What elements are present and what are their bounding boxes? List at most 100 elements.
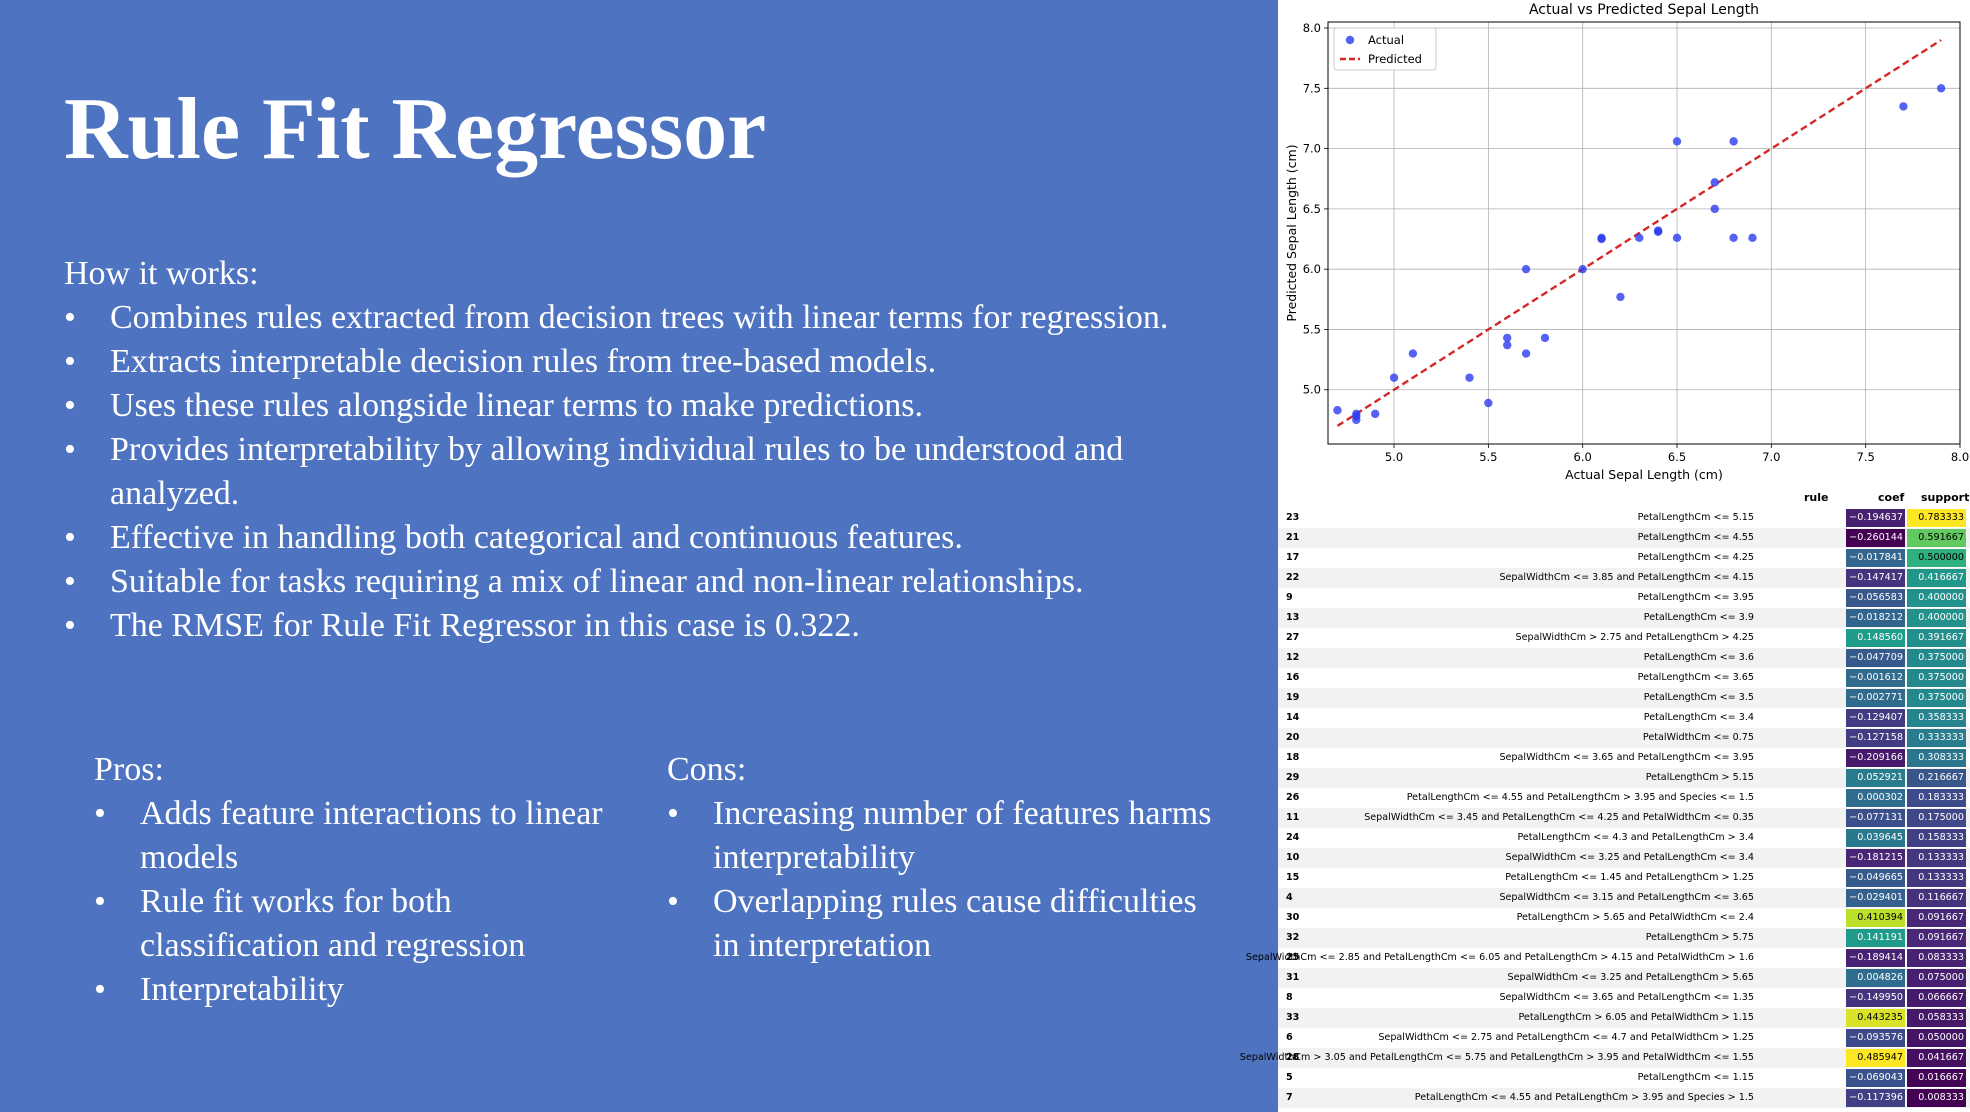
row-index: 31 <box>1286 972 1300 983</box>
coef-cell: −0.017841 <box>1846 549 1905 567</box>
table-row: 9 PetalLengthCm <= 3.95 −0.056583 0.400000 <box>1278 588 1970 608</box>
row-index: 29 <box>1286 772 1300 783</box>
row-index: 22 <box>1286 572 1300 583</box>
list-item: • Rule fit works for both classification … <box>94 880 614 968</box>
coef-cell: −0.077131 <box>1846 809 1905 827</box>
rule-cell: PetalLengthCm <= 1.15 <box>1637 1072 1754 1083</box>
table-row: 20 PetalWidthCm <= 0.75 −0.127158 0.333333 <box>1278 728 1970 748</box>
coef-cell: −0.047709 <box>1846 649 1905 667</box>
y-tick-label: 6.5 <box>1303 202 1321 216</box>
row-index: 4 <box>1286 892 1293 903</box>
rule-cell: PetalLengthCm > 6.05 and PetalWidthCm > … <box>1518 1012 1754 1023</box>
row-index: 12 <box>1286 652 1300 663</box>
bullet-icon: • <box>64 343 76 380</box>
list-item-text: Overlapping rules cause difficulties in … <box>713 883 1197 964</box>
data-point <box>1936 84 1946 93</box>
support-cell: 0.400000 <box>1907 609 1966 627</box>
support-cell: 0.358333 <box>1907 709 1966 727</box>
data-point <box>1408 349 1418 358</box>
table-row: 6 SepalWidthCm <= 2.75 and PetalLengthCm … <box>1278 1028 1970 1048</box>
list-item-text: Adds feature interactions to linear mode… <box>140 795 603 876</box>
row-index: 17 <box>1286 552 1300 563</box>
x-tick-label: 6.5 <box>1668 450 1686 464</box>
coef-cell: 0.000302 <box>1846 789 1905 807</box>
row-index: 13 <box>1286 612 1300 623</box>
rule-cell: PetalLengthCm <= 5.15 <box>1637 512 1754 523</box>
coef-cell: 0.052921 <box>1846 769 1905 787</box>
data-point <box>1540 333 1550 343</box>
row-index: 30 <box>1286 912 1300 923</box>
support-cell: 0.375000 <box>1907 669 1966 687</box>
rule-cell: SepalWidthCm <= 3.15 and PetalLengthCm <… <box>1499 892 1754 903</box>
data-point <box>1333 406 1342 415</box>
coef-cell: −0.117396 <box>1846 1089 1905 1107</box>
support-cell: 0.591667 <box>1907 529 1966 547</box>
list-item-text: Rule fit works for both classification a… <box>140 883 526 964</box>
list-item: • Extracts interpretable decision rules f… <box>64 340 1254 384</box>
support-cell: 0.083333 <box>1907 949 1966 967</box>
slide-title: Rule Fit Regressor <box>64 81 767 178</box>
coef-cell: 0.004826 <box>1846 969 1905 987</box>
list-item: • Provides interpretability by allowing i… <box>64 428 1254 516</box>
bullet-icon: • <box>94 795 106 832</box>
row-index: 24 <box>1286 832 1300 843</box>
table-row: 5 PetalLengthCm <= 1.15 −0.069043 0.016667 <box>1278 1068 1970 1088</box>
list-item: • Suitable for tasks requiring a mix of l… <box>64 560 1254 604</box>
rule-cell: PetalLengthCm <= 4.3 and PetalLengthCm >… <box>1517 832 1754 843</box>
rule-cell: PetalLengthCm <= 3.4 <box>1643 712 1754 723</box>
coef-cell: −0.149950 <box>1846 989 1905 1007</box>
rule-cell: SepalWidthCm > 2.75 and PetalLengthCm > … <box>1515 632 1754 643</box>
cons-label: Cons: <box>667 751 747 788</box>
predicted-line <box>1336 39 1942 427</box>
support-cell: 0.133333 <box>1907 869 1966 887</box>
y-tick-label: 6.0 <box>1303 262 1321 276</box>
row-index: 7 <box>1286 1092 1293 1103</box>
rule-cell: SepalWidthCm <= 3.65 and PetalLengthCm <… <box>1499 752 1754 763</box>
bullet-icon: • <box>64 387 76 424</box>
how-it-works-section: How it works: • Combines rules extracted … <box>64 252 1254 648</box>
list-item-text: Effective in handling both categorical a… <box>110 519 963 556</box>
data-point <box>1710 178 1719 187</box>
list-item-text: The RMSE for Rule Fit Regressor in this … <box>110 607 860 644</box>
list-item-text: Suitable for tasks requiring a mix of li… <box>110 563 1084 600</box>
data-point <box>1597 234 1606 244</box>
row-index: 18 <box>1286 752 1300 763</box>
support-cell: 0.058333 <box>1907 1009 1966 1027</box>
support-cell: 0.008333 <box>1907 1089 1966 1107</box>
coef-cell: 0.410394 <box>1846 909 1905 927</box>
y-tick-label: 5.0 <box>1303 383 1321 397</box>
list-item-text: Extracts interpretable decision rules fr… <box>110 343 937 380</box>
scatter-chart: 5.0 5.5 6.0 6.5 7.0 7.5 8.0 5.0 5.5 6.0 6.5 7.0 7.5 8… <box>1284 2 1969 482</box>
row-index: 11 <box>1286 812 1300 823</box>
list-item-text: Interpretability <box>140 971 344 1008</box>
table-row: 32 PetalLengthCm > 5.75 0.141191 0.091667 <box>1278 928 1970 948</box>
rule-cell: PetalLengthCm <= 3.5 <box>1643 692 1754 703</box>
y-tick-label: 8.0 <box>1303 21 1321 35</box>
row-index: 23 <box>1286 512 1300 523</box>
coef-cell: −0.127158 <box>1846 729 1905 747</box>
bullet-icon: • <box>94 883 106 920</box>
x-tick-label: 7.5 <box>1857 450 1875 464</box>
table-row: 7 PetalLengthCm <= 4.55 and PetalLengthCm… <box>1278 1088 1970 1108</box>
support-cell: 0.183333 <box>1907 789 1966 807</box>
support-cell: 0.116667 <box>1907 889 1966 907</box>
table-row: 21 PetalLengthCm <= 4.55 −0.260144 0.591667 <box>1278 528 1970 548</box>
data-point <box>1484 398 1493 408</box>
x-axis-label: Actual Sepal Length (cm) <box>1565 467 1723 482</box>
support-cell: 0.375000 <box>1907 649 1966 667</box>
rule-cell: SepalWidthCm <= 3.85 and PetalLengthCm <… <box>1499 572 1754 583</box>
data-point <box>1578 264 1587 274</box>
support-cell: 0.416667 <box>1907 569 1966 587</box>
coef-cell: 0.039645 <box>1846 829 1905 847</box>
row-index: 27 <box>1286 632 1300 643</box>
table-row: 30 PetalLengthCm > 5.65 and PetalWidthCm … <box>1278 908 1970 928</box>
rule-cell: PetalLengthCm <= 1.45 and PetalLengthCm … <box>1505 872 1754 883</box>
coef-cell: −0.260144 <box>1846 529 1905 547</box>
data-point <box>1503 340 1512 350</box>
data-point <box>1653 226 1663 235</box>
support-cell: 0.075000 <box>1907 969 1966 987</box>
x-tick-label: 8.0 <box>1951 450 1969 464</box>
coef-cell: −0.001612 <box>1846 669 1905 687</box>
support-cell: 0.216667 <box>1907 769 1966 787</box>
table-row: 29 PetalLengthCm > 5.15 0.052921 0.216667 <box>1278 768 1970 788</box>
